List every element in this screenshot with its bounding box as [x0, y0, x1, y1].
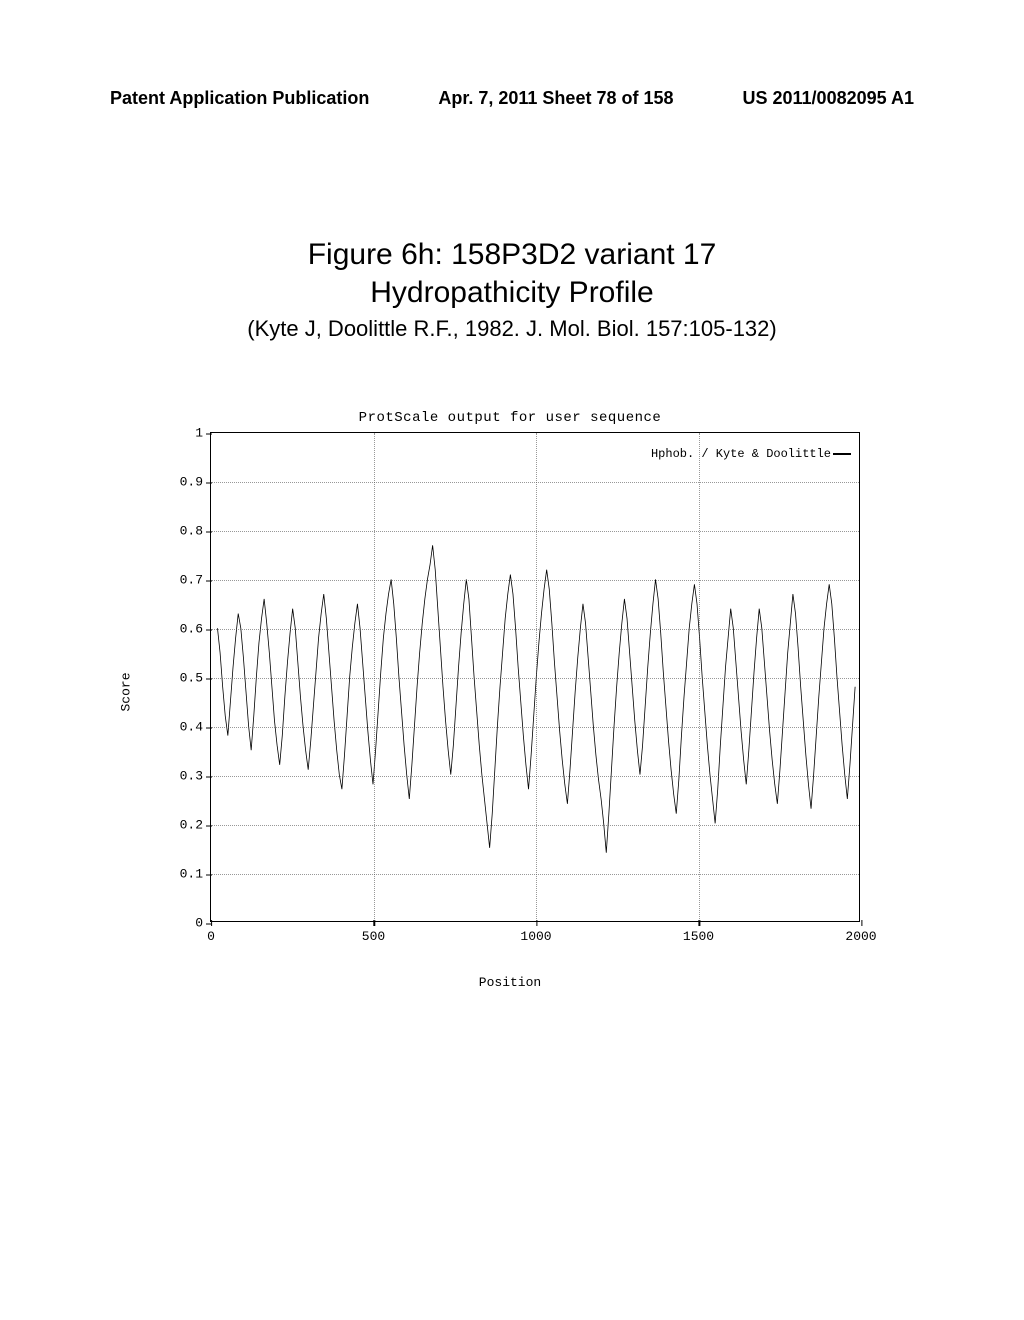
x-tick-label: 2000 [845, 921, 876, 944]
gridline-horizontal [211, 874, 859, 875]
y-axis-label: Score [119, 672, 134, 711]
gridline-vertical [374, 433, 375, 921]
gridline-vertical [699, 433, 700, 921]
y-tick-label: 0.8 [180, 524, 211, 539]
y-tick-label: 1 [195, 426, 211, 441]
y-tick-label: 0.5 [180, 671, 211, 686]
gridline-horizontal [211, 678, 859, 679]
figure-title-line2: Hydropathicity Profile [0, 276, 1024, 310]
x-axis-label: Position [479, 975, 541, 990]
chart-container: ProtScale output for user sequence Score… [150, 410, 870, 952]
x-tick-label: 500 [362, 921, 385, 944]
gridline-horizontal [211, 825, 859, 826]
header-center: Apr. 7, 2011 Sheet 78 of 158 [438, 88, 673, 109]
y-tick-label: 0.1 [180, 867, 211, 882]
x-tick-label: 0 [207, 921, 215, 944]
chart-super-title: ProtScale output for user sequence [150, 410, 870, 426]
gridline-horizontal [211, 727, 859, 728]
gridline-horizontal [211, 776, 859, 777]
figure-title-line1: Figure 6h: 158P3D2 variant 17 [0, 238, 1024, 272]
y-tick-label: 0.4 [180, 720, 211, 735]
chart-area: Score Position Hphob. / Kyte & Doolittle… [150, 432, 870, 952]
gridline-vertical [536, 433, 537, 921]
y-tick-label: 0.6 [180, 622, 211, 637]
gridline-horizontal [211, 580, 859, 581]
y-tick-label: 0.7 [180, 573, 211, 588]
gridline-horizontal [211, 531, 859, 532]
y-tick-label: 0.3 [180, 769, 211, 784]
x-tick-label: 1000 [520, 921, 551, 944]
gridline-horizontal [211, 629, 859, 630]
y-tick-label: 0.9 [180, 475, 211, 490]
y-tick-label: 0.2 [180, 818, 211, 833]
header-left: Patent Application Publication [110, 88, 369, 109]
page-header: Patent Application Publication Apr. 7, 2… [0, 88, 1024, 109]
plot-box: Hphob. / Kyte & Doolittle 00.10.20.30.40… [210, 432, 860, 922]
gridline-horizontal [211, 482, 859, 483]
x-tick-label: 1500 [683, 921, 714, 944]
figure-title-block: Figure 6h: 158P3D2 variant 17 Hydropathi… [0, 238, 1024, 342]
figure-citation: (Kyte J, Doolittle R.F., 1982. J. Mol. B… [0, 316, 1024, 342]
data-line-plot [211, 433, 859, 921]
header-right: US 2011/0082095 A1 [743, 88, 914, 109]
